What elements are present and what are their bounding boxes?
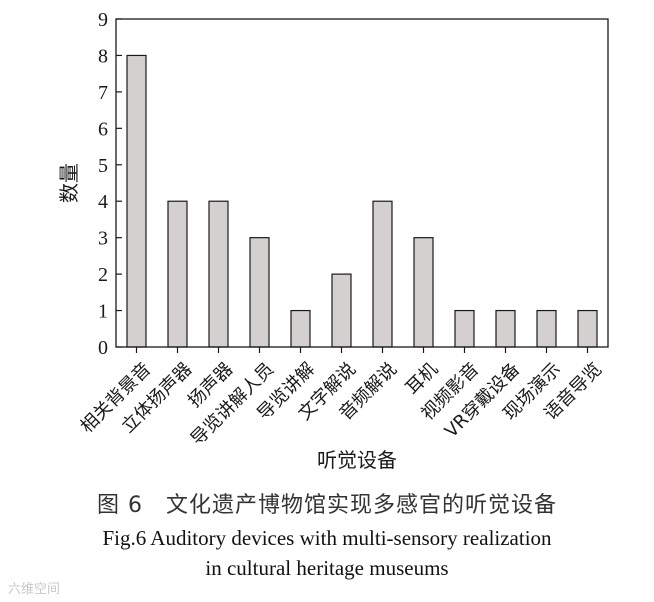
y-tick-label: 7 <box>98 82 108 104</box>
y-tick-label: 1 <box>98 301 108 323</box>
y-axis-label: 数量 <box>57 163 81 203</box>
y-axis: 0 1 2 3 4 5 6 7 8 9 <box>98 9 122 359</box>
bar <box>495 309 516 348</box>
bar <box>536 309 557 348</box>
bar <box>126 54 147 348</box>
y-tick-label: 2 <box>98 264 108 286</box>
x-axis-label: 听觉设备 <box>317 448 397 472</box>
watermark: 六维空间 <box>8 582 61 597</box>
bars <box>126 54 598 348</box>
y-tick-label: 0 <box>98 337 108 359</box>
y-tick-label: 3 <box>98 228 108 250</box>
bar <box>413 237 434 348</box>
bar <box>249 237 270 348</box>
figure-caption-english-line1: Fig.6 Auditory devices with multi-sensor… <box>102 526 552 550</box>
y-tick-label: 5 <box>98 155 108 177</box>
bar <box>454 309 475 348</box>
bar <box>167 200 188 348</box>
y-tick-label: 8 <box>98 45 108 67</box>
bar <box>331 273 352 348</box>
figure-caption-chinese: 图 6 文化遗产博物馆实现多感官的听觉设备 <box>97 493 557 518</box>
figure-caption-english-line2: in cultural heritage museums <box>205 556 449 580</box>
bar <box>372 200 393 348</box>
bar-chart: 0 1 2 3 4 5 6 7 8 9 相关背景音立体扬声器扬声器导览讲解人员导览讲解文字解说音频… <box>57 9 609 472</box>
bar <box>208 200 229 348</box>
bar <box>577 309 598 348</box>
plot-frame <box>115 18 609 348</box>
y-tick-label: 6 <box>98 118 108 140</box>
y-tick-label: 9 <box>98 9 108 31</box>
bar <box>290 309 311 348</box>
y-tick-label: 4 <box>98 191 108 213</box>
